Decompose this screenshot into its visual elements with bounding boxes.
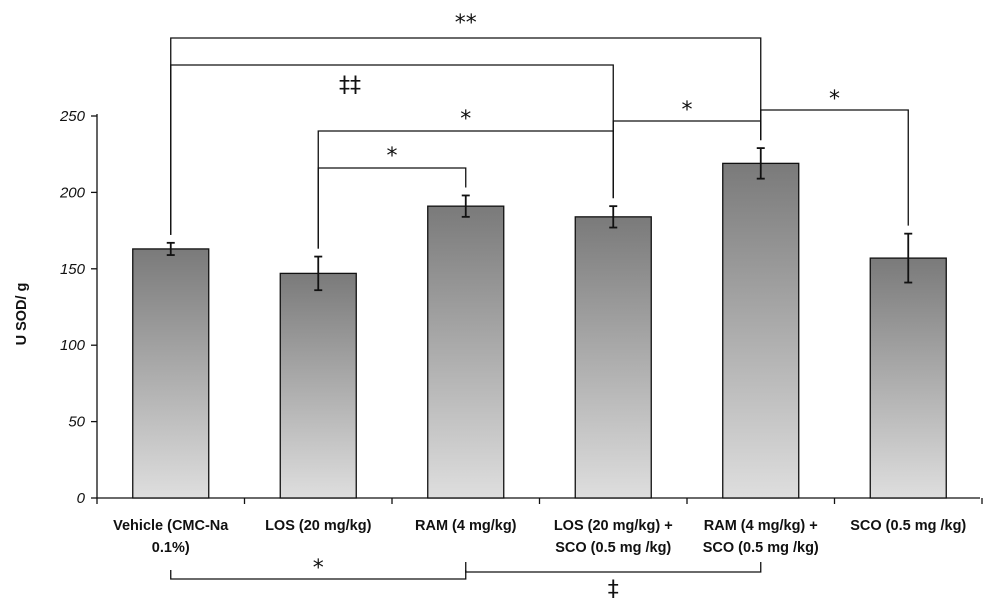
x-category-label: Vehicle (CMC-Na xyxy=(113,518,229,534)
significance-marker: * xyxy=(460,107,471,132)
x-category-label: SCO (0.5 mg /kg) xyxy=(850,518,966,534)
significance-marker: ** xyxy=(455,11,477,36)
x-category-label: LOS (20 mg/kg) xyxy=(265,518,372,534)
bar-5 xyxy=(869,257,947,499)
x-category-label: SCO (0.5 mg /kg) xyxy=(703,540,819,556)
significance-bracket xyxy=(760,109,909,226)
x-category-label: LOS (20 mg/kg) + xyxy=(554,518,673,534)
significance-marker: ‡ xyxy=(608,577,619,599)
y-tick-label: 0 xyxy=(77,490,86,507)
y-tick-label: 200 xyxy=(59,184,86,201)
y-tick-label: 250 xyxy=(59,108,86,125)
significance-marker: * xyxy=(829,87,840,112)
x-category-label: SCO (0.5 mg /kg) xyxy=(555,540,671,556)
bar-1 xyxy=(279,272,357,499)
y-tick-label: 100 xyxy=(60,337,86,354)
bar-2 xyxy=(427,205,505,499)
x-category-label: RAM (4 mg/kg) + xyxy=(704,518,818,534)
significance-bracket xyxy=(317,167,467,249)
y-axis-label: U SOD/ g xyxy=(14,283,30,346)
significance-marker: * xyxy=(682,98,693,123)
bar-4 xyxy=(722,162,800,499)
x-category-label: 0.1%) xyxy=(152,540,190,556)
significance-bracket xyxy=(170,570,467,580)
significance-bracket xyxy=(465,562,762,573)
bar-0 xyxy=(132,248,210,499)
significance-marker: * xyxy=(313,556,324,581)
bar-3 xyxy=(574,216,652,499)
x-category-label: RAM (4 mg/kg) xyxy=(415,518,517,534)
significance-marker: ‡‡ xyxy=(339,73,361,98)
significance-marker: * xyxy=(387,144,398,169)
y-tick-label: 50 xyxy=(68,414,85,431)
y-tick-label: 150 xyxy=(60,261,86,278)
